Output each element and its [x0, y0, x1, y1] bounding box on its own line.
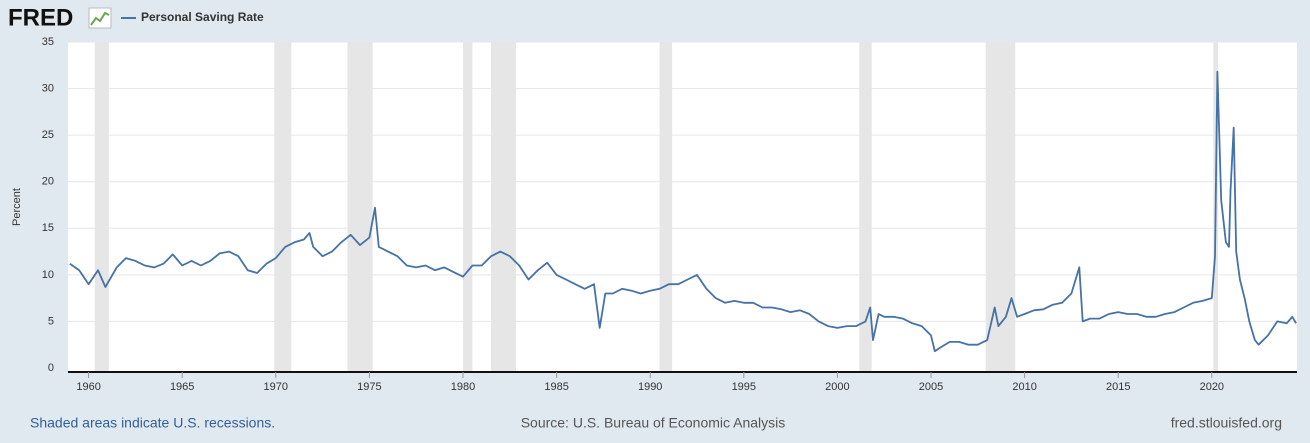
recession-note: Shaded areas indicate U.S. recessions. [30, 415, 275, 431]
legend-label: Personal Saving Rate [141, 10, 264, 24]
brand-logo[interactable]: FRED [8, 4, 73, 31]
y-tick-label: 0 [48, 362, 54, 374]
x-tick-label: 2005 [919, 381, 943, 393]
recession-band [94, 42, 109, 372]
y-tick-label: 20 [42, 176, 54, 188]
x-tick-label: 1960 [76, 381, 100, 393]
x-tick-label: 1975 [357, 381, 381, 393]
recession-band [274, 42, 292, 372]
y-tick-label: 15 [42, 222, 54, 234]
y-tick-label: 5 [48, 315, 54, 327]
recession-band [859, 42, 872, 372]
x-tick-label: 1990 [638, 381, 662, 393]
y-tick-label: 30 [42, 82, 54, 94]
series-line [69, 70, 1297, 353]
site[interactable]: fred.stlouisfed.org [1171, 415, 1282, 431]
x-tick-label: 1980 [451, 381, 475, 393]
x-tick-label: 2010 [1012, 381, 1036, 393]
recession-band [491, 42, 516, 372]
x-tick-label: 1985 [544, 381, 568, 393]
y-tick-label: 25 [42, 129, 54, 141]
x-tick-label: 1970 [264, 381, 288, 393]
y-tick-label: 35 [42, 36, 54, 48]
source: Source: U.S. Bureau of Economic Analysis [521, 415, 786, 431]
y-axis-label: Percent [11, 188, 23, 226]
y-tick-label: 10 [42, 269, 54, 281]
plot-area [68, 42, 1297, 372]
x-tick-label: 1965 [170, 381, 194, 393]
recession-band [347, 42, 373, 372]
logo-icon [88, 7, 112, 29]
x-tick-label: 1995 [732, 381, 756, 393]
recession-band [985, 42, 1016, 372]
x-tick-label: 2020 [1200, 381, 1224, 393]
recession-band [659, 42, 673, 372]
x-tick-label: 2015 [1106, 381, 1130, 393]
x-tick-label: 2000 [825, 381, 849, 393]
recession-band [463, 42, 473, 372]
